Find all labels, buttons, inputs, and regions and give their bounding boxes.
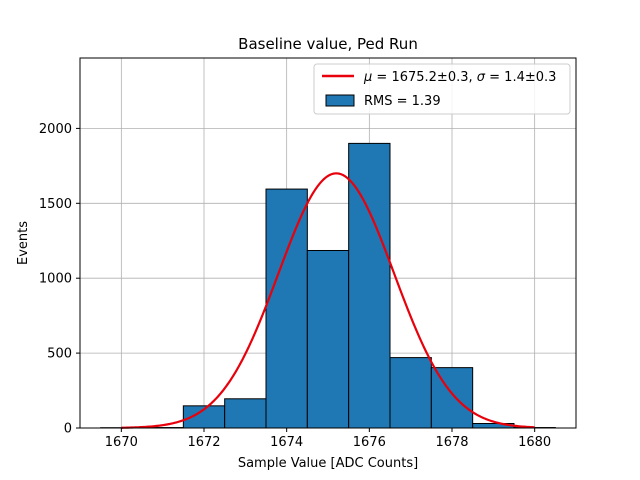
x-tick-label: 1672 <box>187 435 220 450</box>
histogram-bar <box>224 398 267 429</box>
gaussian-fit-curve <box>121 172 535 429</box>
x-axis-label: Sample Value [ADC Counts] <box>238 456 418 471</box>
x-tick-label: 1676 <box>353 435 386 450</box>
x-tick-label: 1670 <box>105 435 138 450</box>
legend-histogram-swatch <box>325 94 355 107</box>
histogram-bars <box>100 142 556 429</box>
histogram-bar <box>265 188 308 429</box>
histogram-bar <box>348 142 391 429</box>
legend-histogram-label: RMS = 1.39 <box>364 94 441 109</box>
fit-curve-layer <box>121 172 535 429</box>
x-axis-ticks: 1670 1672 1674 1676 1678 1680 <box>105 428 551 450</box>
histogram-bar <box>389 357 432 429</box>
legend-fit-label: μ = 1675.2±0.3, σ = 1.4±0.3 <box>363 70 556 85</box>
y-tick-label: 500 <box>47 347 72 362</box>
x-tick-label: 1680 <box>518 435 551 450</box>
x-tick-label: 1678 <box>435 435 468 450</box>
y-tick-label: 0 <box>64 422 72 437</box>
y-tick-label: 1500 <box>39 197 72 212</box>
y-tick-label: 2000 <box>39 122 72 137</box>
histogram-bar <box>306 249 350 429</box>
histogram-bar <box>430 367 474 429</box>
y-axis-ticks: 0 500 1000 1500 2000 <box>39 122 80 437</box>
y-tick-label: 1000 <box>39 272 72 287</box>
legend-box <box>313 63 571 115</box>
x-tick-label: 1674 <box>270 435 303 450</box>
legend: μ = 1675.2±0.3, σ = 1.4±0.3 RMS = 1.39 <box>313 63 571 115</box>
y-axis-label: Events <box>16 221 31 265</box>
chart-title: Baseline value, Ped Run <box>238 35 418 53</box>
plot-frame <box>79 57 577 429</box>
